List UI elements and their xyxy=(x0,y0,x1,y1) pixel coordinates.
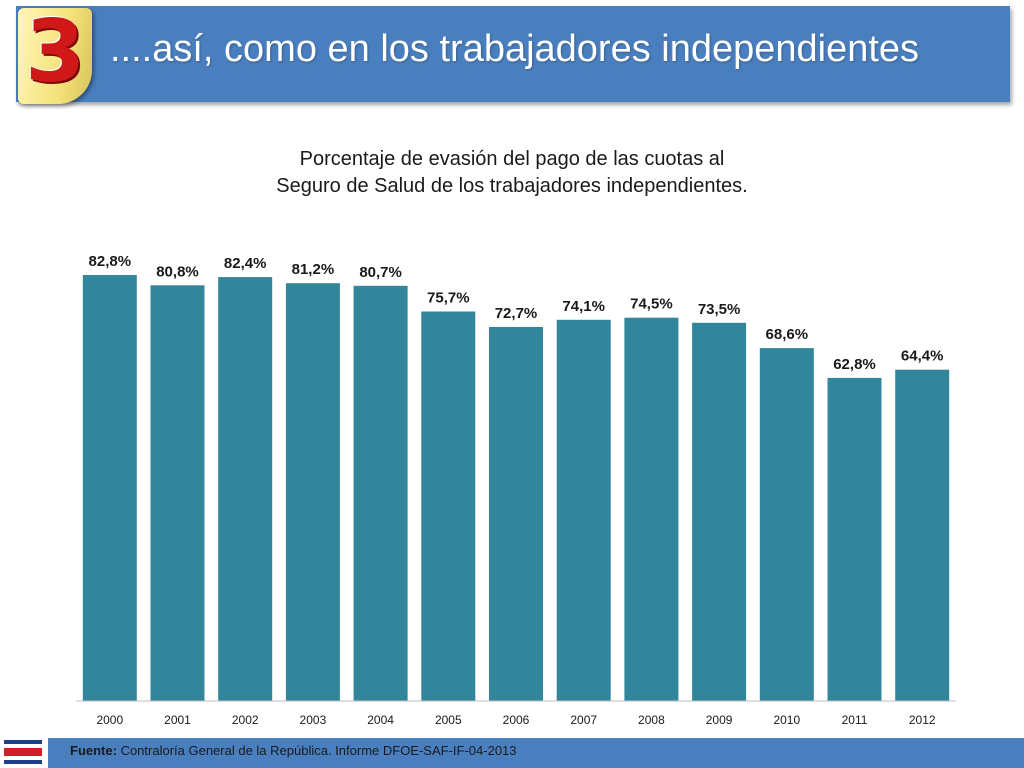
value-label-2005: 75,7% xyxy=(427,290,470,307)
chart-title: Porcentaje de evasión del pago de las cu… xyxy=(0,146,1024,200)
footer-bar: Fuente: Contraloría General de la Repúbl… xyxy=(48,738,1024,768)
number-badge: 3 xyxy=(18,2,92,104)
chart-title-line-2: Seguro de Salud de los trabajadores inde… xyxy=(276,175,748,197)
value-label-2012: 64,4% xyxy=(901,348,944,365)
bar-2005 xyxy=(421,311,476,701)
bar-2008 xyxy=(624,317,679,701)
bar-2012 xyxy=(895,369,950,701)
bar-2000 xyxy=(82,275,137,701)
tick-label-2002: 2002 xyxy=(232,713,259,727)
bar-2011 xyxy=(827,377,882,701)
tick-label-2009: 2009 xyxy=(706,713,733,727)
value-label-2011: 62,8% xyxy=(833,356,876,373)
tick-label-2006: 2006 xyxy=(503,713,530,727)
badge-number: 3 xyxy=(25,2,85,102)
value-label-2006: 72,7% xyxy=(495,305,538,322)
value-label-2004: 80,7% xyxy=(359,264,402,281)
bar-2007 xyxy=(556,319,611,701)
tick-label-2004: 2004 xyxy=(367,713,394,727)
tick-label-2008: 2008 xyxy=(638,713,665,727)
tick-label-2007: 2007 xyxy=(570,713,597,727)
source-text: Contraloría General de la República. Inf… xyxy=(116,743,517,758)
tick-label-2000: 2000 xyxy=(96,713,123,727)
chart-title-line-1: Porcentaje de evasión del pago de las cu… xyxy=(299,148,725,170)
tick-label-2011: 2011 xyxy=(842,713,868,727)
tick-label-2003: 2003 xyxy=(300,713,327,727)
bar-2004 xyxy=(353,285,408,701)
value-label-2001: 80,8% xyxy=(156,263,199,280)
value-label-2000: 82,8% xyxy=(89,253,132,270)
tick-label-2005: 2005 xyxy=(435,713,462,727)
bar-2006 xyxy=(489,327,543,701)
bar-2010 xyxy=(759,348,814,701)
value-label-2007: 74,1% xyxy=(562,298,605,315)
bar-2002 xyxy=(218,277,273,701)
source-label: Fuente: xyxy=(70,743,117,758)
costa-rica-flag-icon xyxy=(4,740,42,764)
bar-2001 xyxy=(150,285,205,701)
tick-label-2012: 2012 xyxy=(909,713,936,727)
bar-chart: 82,8% 80,8% 82,4% 81,2% 80,7% 75,7% 72,7% 74,1%… xyxy=(76,253,956,727)
tick-label-2010: 2010 xyxy=(773,713,800,727)
value-label-2002: 82,4% xyxy=(224,255,267,272)
tick-labels-layer: 2000 2001 2002 2003 2004 2005 2006 2007 2008 2009… xyxy=(96,713,935,727)
slide-title: ....así, como en los trabajadores indepe… xyxy=(110,28,920,70)
bar-2003 xyxy=(285,283,340,701)
value-label-2008: 74,5% xyxy=(630,296,673,313)
value-label-2003: 81,2% xyxy=(292,261,335,278)
source-note: Fuente: Contraloría General de la Repúbl… xyxy=(70,743,517,758)
bars-layer xyxy=(82,275,950,701)
header-banner: ....así, como en los trabajadores indepe… xyxy=(16,6,1010,102)
bar-2009 xyxy=(692,322,747,701)
value-label-2009: 73,5% xyxy=(698,301,741,318)
value-labels-layer: 82,8% 80,8% 82,4% 81,2% 80,7% 75,7% 72,7% 74,1%… xyxy=(89,253,944,373)
value-label-2010: 68,6% xyxy=(766,326,809,343)
tick-label-2001: 2001 xyxy=(164,713,191,727)
